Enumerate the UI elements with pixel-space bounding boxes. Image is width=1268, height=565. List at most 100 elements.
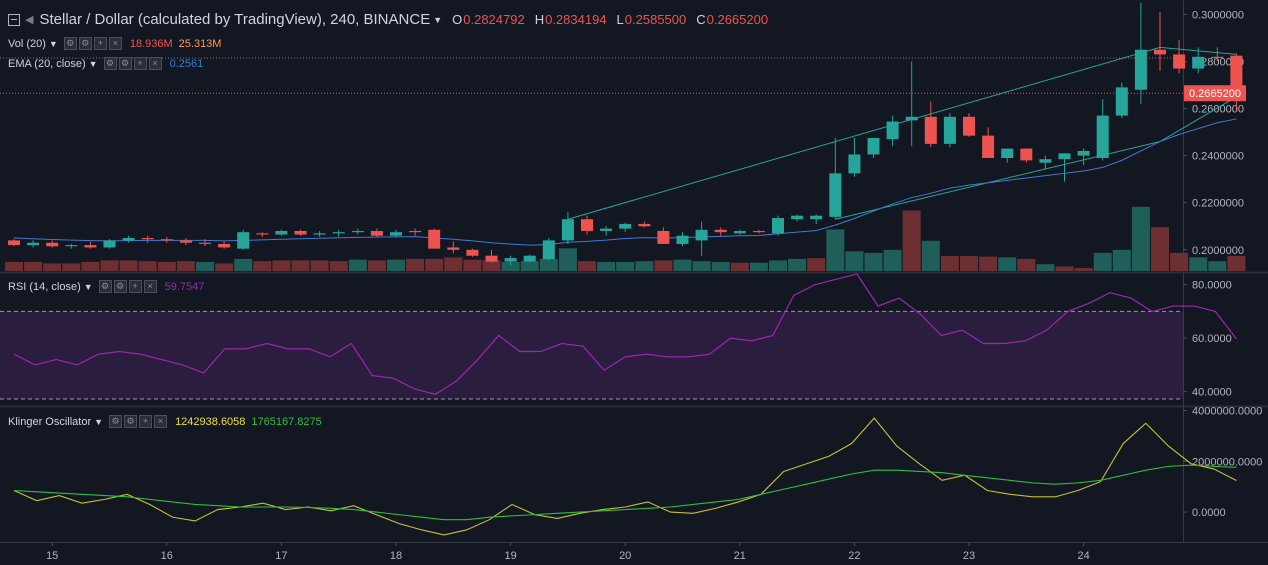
candle-body [65, 245, 78, 247]
ema-label[interactable]: EMA (20, close) [8, 57, 86, 70]
close-icon[interactable]: × [148, 57, 162, 70]
close-value: 0.2665200 [706, 12, 769, 27]
candle-body [160, 239, 173, 241]
vol-value-1: 18.936M [129, 37, 173, 50]
time-tick-label: 21 [734, 550, 746, 562]
price-tick-label: 0.3000000 [1192, 9, 1244, 21]
volume-bar [501, 261, 520, 271]
volume-bar [1189, 257, 1208, 271]
klinger-label[interactable]: Klinger Oscillator [8, 415, 92, 428]
volume-bar [558, 248, 577, 271]
collapse-icon[interactable] [8, 13, 20, 26]
volume-bar [100, 260, 119, 271]
candle-body [141, 238, 154, 240]
open-label: O [452, 12, 463, 27]
volume-bar [348, 259, 367, 271]
candle-body [963, 116, 975, 136]
candle-body [1173, 54, 1186, 69]
rsi-label[interactable]: RSI (14, close) [8, 280, 81, 293]
candle-body [943, 116, 956, 144]
candle-body [294, 230, 307, 235]
price-tick-label: 0.2000000 [1192, 245, 1244, 257]
symbol-title[interactable]: Stellar / Dollar (calculated by TradingV… [39, 11, 431, 28]
gear-icon[interactable]: ⚙ [113, 280, 127, 293]
high-label: H [534, 12, 545, 27]
candle-body [447, 247, 460, 250]
volume-bar [367, 260, 386, 271]
klinger-value-2: 1765167.8275 [251, 415, 322, 428]
price-tick-label: 0.2600000 [1192, 104, 1244, 116]
trendline [835, 96, 1237, 220]
gear-icon[interactable]: ⚙ [78, 37, 92, 50]
add-icon[interactable]: + [128, 280, 142, 293]
candle-body [370, 230, 383, 236]
volume-bar [5, 261, 23, 271]
flag-icon[interactable]: ◀ [25, 14, 34, 26]
open-value: 0.2824792 [463, 12, 525, 27]
settings-icon[interactable]: ⚙ [63, 37, 77, 50]
volume-bar [807, 258, 826, 271]
rsi-controls: ⚙ ⚙ + × [98, 280, 159, 293]
ema-value: 0.2561 [169, 57, 204, 70]
vol-legend: Vol (20) ▼ ⚙ ⚙ + × 18.936M 25.313M [8, 37, 221, 50]
candle-body [600, 228, 613, 231]
gear-icon[interactable]: ⚙ [118, 57, 132, 70]
gear-icon[interactable]: ⚙ [124, 415, 138, 428]
klinger-fast-line [13, 417, 1237, 536]
price-badge-label: 0.2665200 [1189, 88, 1241, 100]
add-icon[interactable]: + [139, 415, 153, 428]
volume-bar [1036, 264, 1055, 271]
close-icon[interactable]: × [154, 415, 168, 428]
candle-body [1192, 56, 1205, 69]
volume-bar [1093, 252, 1112, 271]
close-label: C [696, 12, 706, 27]
settings-icon[interactable]: ⚙ [98, 280, 112, 293]
rsi-line [13, 273, 1237, 395]
time-tick-label: 18 [390, 550, 402, 562]
klinger-controls: ⚙ ⚙ + × [109, 415, 169, 428]
volume-bar [176, 261, 195, 271]
volume-bar [711, 261, 730, 271]
candle-body [409, 230, 422, 233]
volume-bar [864, 252, 883, 271]
volume-bar [62, 263, 81, 271]
settings-icon[interactable]: ⚙ [109, 415, 123, 428]
volume-bar [539, 258, 558, 271]
candle-body [485, 255, 498, 262]
chevron-down-icon[interactable]: ▼ [433, 14, 443, 25]
candle-body [84, 245, 97, 248]
volume-bar [329, 261, 348, 271]
volume-bar [234, 258, 253, 271]
candle-body [8, 240, 20, 246]
volume-bar [81, 261, 100, 271]
time-tick-label: 16 [161, 550, 173, 562]
candle-body [867, 138, 880, 155]
chevron-down-icon[interactable]: ▼ [94, 416, 104, 427]
volume-bar [883, 249, 902, 271]
volume-bar [902, 210, 921, 271]
volume-bar [998, 257, 1017, 271]
candle-body [791, 215, 804, 220]
vol-label[interactable]: Vol (20) [8, 37, 46, 50]
chevron-down-icon[interactable]: ▼ [88, 58, 98, 69]
close-icon[interactable]: × [143, 280, 157, 293]
candle-body [829, 173, 842, 217]
volume-bar [826, 229, 845, 271]
chevron-down-icon[interactable]: ▼ [48, 38, 58, 49]
chevron-down-icon[interactable]: ▼ [83, 281, 93, 292]
add-icon[interactable]: + [133, 57, 147, 70]
candle-body [542, 240, 555, 260]
candle-body [122, 238, 135, 241]
candle-body [695, 229, 708, 241]
settings-icon[interactable]: ⚙ [103, 57, 117, 70]
ema-line [13, 118, 1237, 246]
vol-value-2: 25.313M [178, 37, 222, 50]
add-icon[interactable]: + [93, 37, 107, 50]
volume-bar [425, 258, 444, 271]
close-icon[interactable]: × [108, 37, 122, 50]
klinger-tick-label: 0.0000 [1192, 507, 1226, 519]
volume-bar [692, 261, 711, 271]
vol-controls: ⚙ ⚙ + × [63, 37, 124, 50]
volume-bar [157, 261, 176, 271]
